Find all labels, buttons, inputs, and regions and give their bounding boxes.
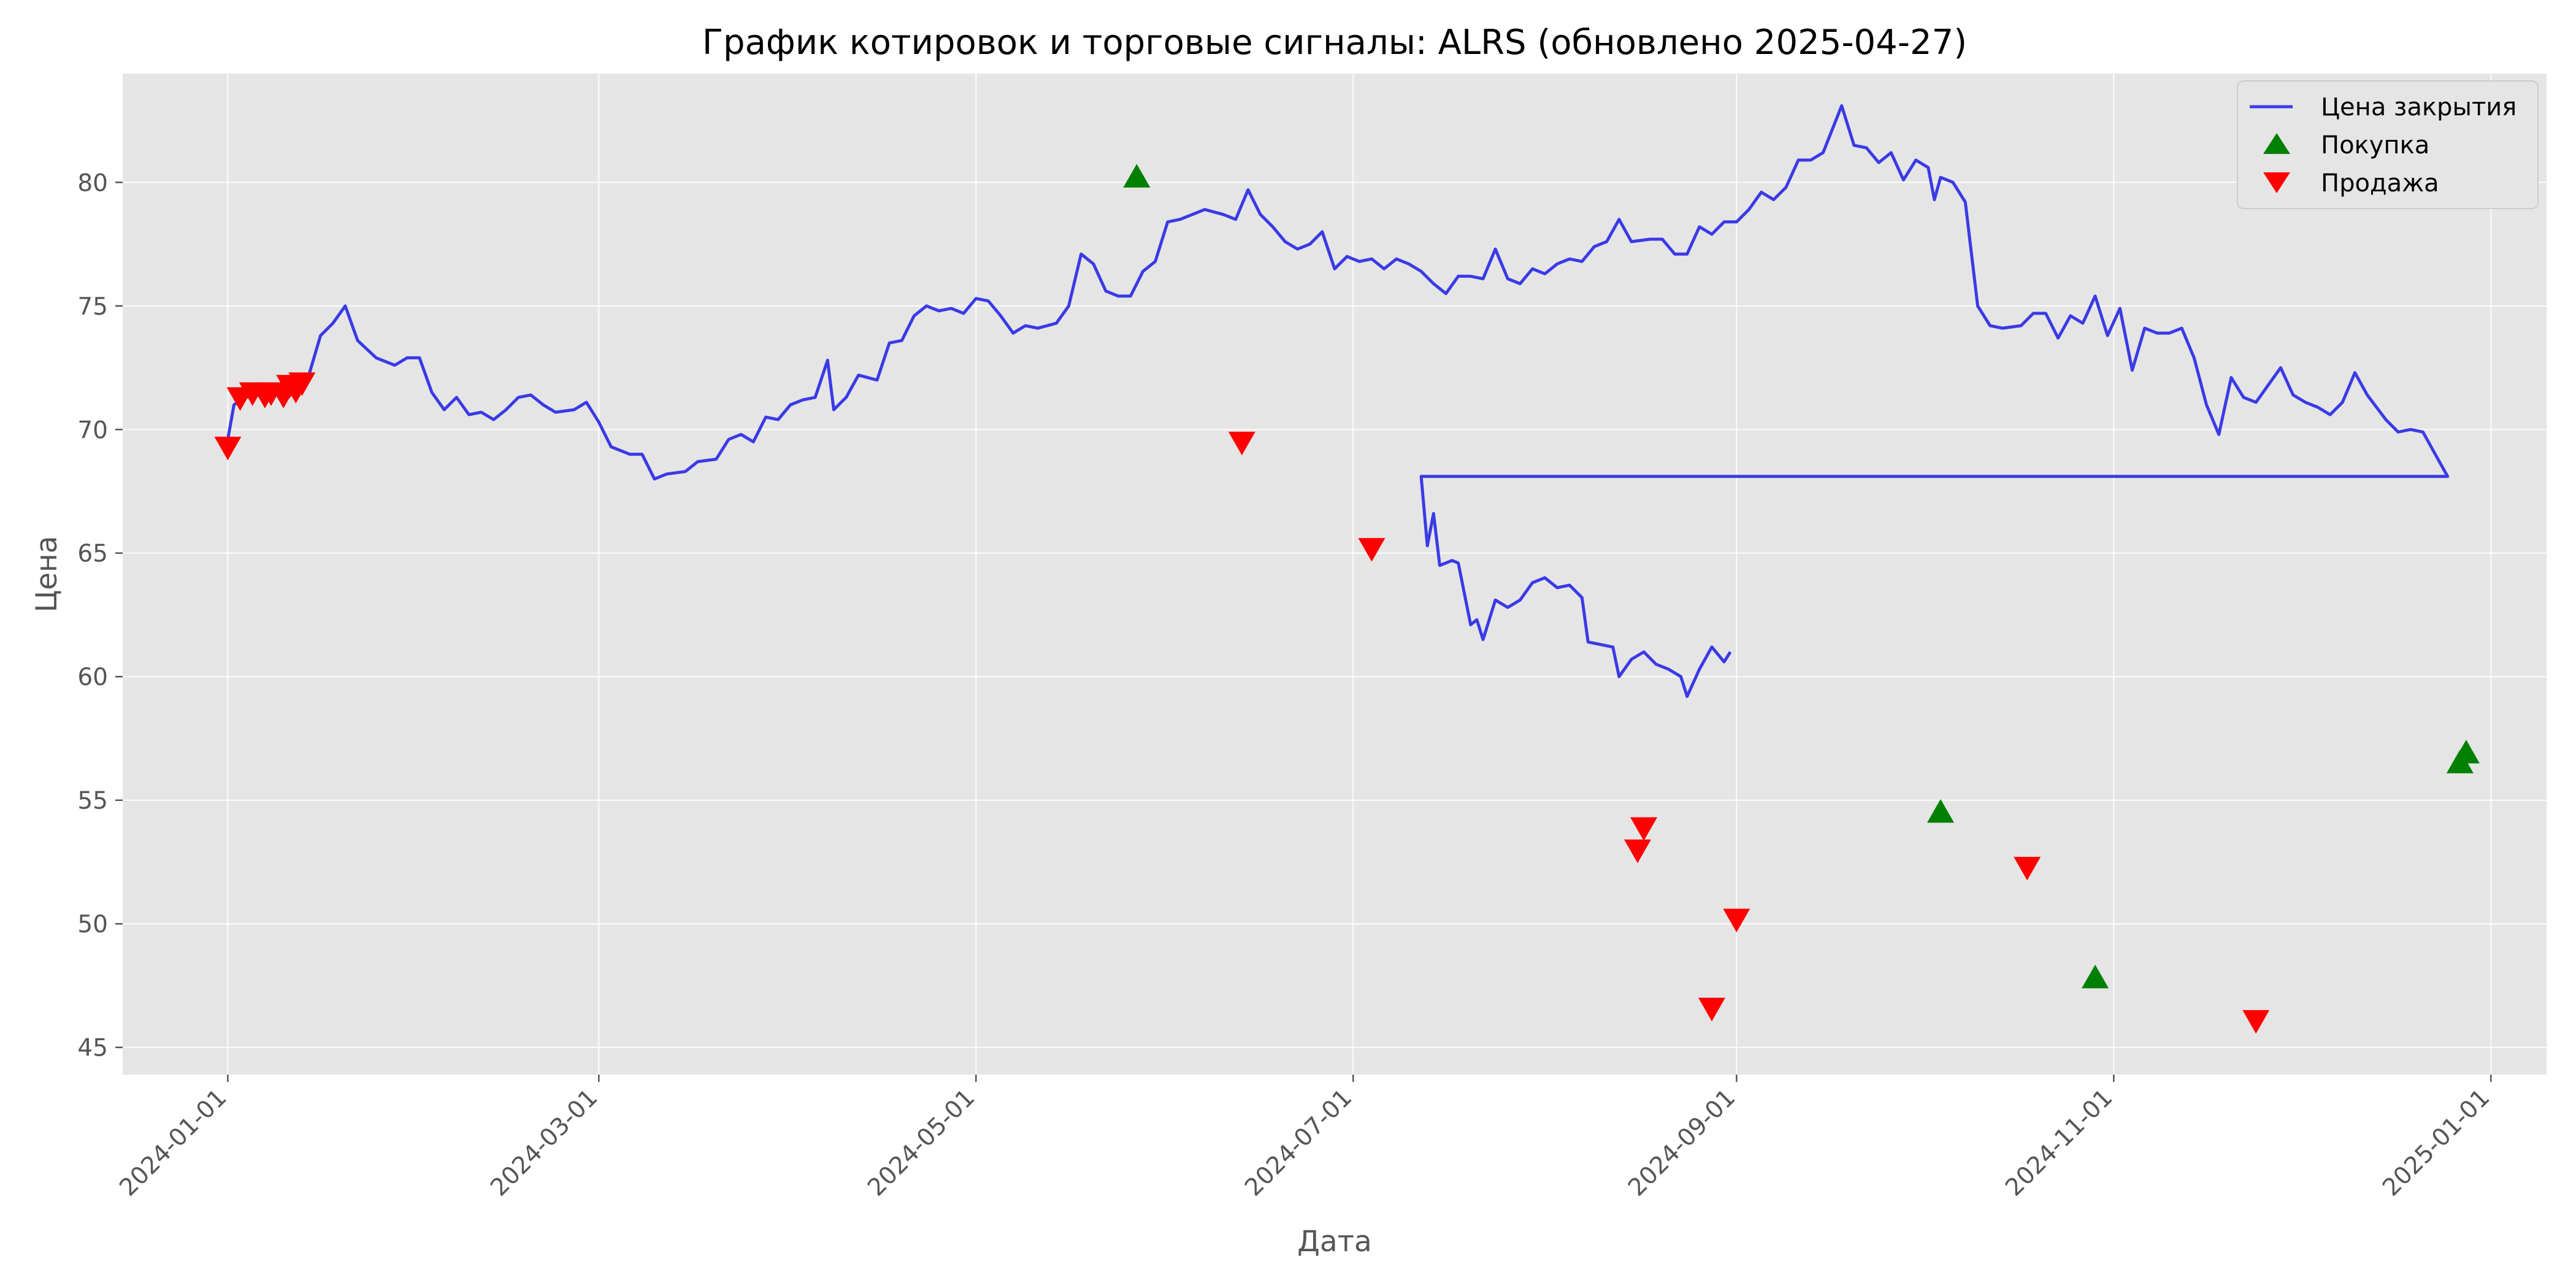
y-tick-label: 75 xyxy=(77,293,108,321)
y-tick-label: 50 xyxy=(77,911,108,938)
sell-signal-marker xyxy=(1723,908,1750,933)
y-axis-label: Цена xyxy=(30,536,64,613)
signal-markers xyxy=(214,164,2480,1034)
y-tick-label: 80 xyxy=(77,169,108,197)
buy-signal-marker xyxy=(2082,964,2109,989)
sell-signal-marker xyxy=(1698,997,1725,1022)
plot-area xyxy=(123,74,2547,1075)
y-tick-label: 60 xyxy=(77,664,108,691)
sell-signal-marker xyxy=(288,372,316,396)
legend-box xyxy=(2237,80,2539,209)
legend-label-close: Цена закрытия xyxy=(2321,93,2517,121)
grid xyxy=(123,74,2547,1075)
y-tick-label: 45 xyxy=(77,1035,108,1062)
buy-signal-marker xyxy=(2452,740,2480,764)
legend-buy-swatch xyxy=(2263,133,2290,154)
sell-signal-marker xyxy=(1228,431,1255,456)
buy-signal-marker xyxy=(1927,799,1954,823)
y-tick-label: 55 xyxy=(77,788,108,815)
legend: Цена закрытия Покупка Продажа xyxy=(2237,80,2539,209)
buy-signal-marker xyxy=(1123,164,1151,188)
sell-signal-marker xyxy=(2242,1010,2270,1034)
sell-signal-marker xyxy=(1630,817,1658,841)
series-layer xyxy=(226,104,2450,698)
legend-label-sell: Продажа xyxy=(2321,169,2439,197)
sell-signal-marker xyxy=(1624,839,1651,864)
close-price-line xyxy=(226,104,2450,698)
x-axis-label: Дата xyxy=(1297,1225,1372,1259)
sell-signal-marker xyxy=(2014,857,2041,881)
y-tick-label: 70 xyxy=(77,416,108,444)
legend-sell-swatch xyxy=(2263,172,2290,193)
y-tick-label: 65 xyxy=(77,540,108,568)
sell-signal-marker xyxy=(214,436,242,461)
legend-label-buy: Покупка xyxy=(2321,131,2429,159)
sell-signal-marker xyxy=(1358,538,1386,562)
chart-title: График котировок и торговые сигналы: ALR… xyxy=(702,23,1967,63)
